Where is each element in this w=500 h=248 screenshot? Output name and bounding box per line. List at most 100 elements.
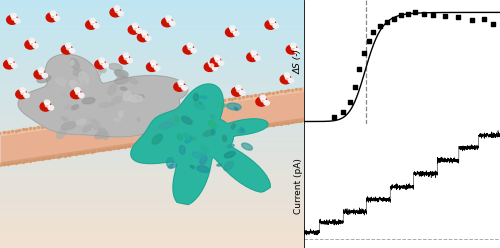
- Bar: [0, 13, 304, 14]
- Bar: [0, 35, 304, 36]
- Bar: [0, 198, 304, 199]
- Circle shape: [170, 21, 175, 26]
- Bar: [0, 154, 304, 155]
- Bar: [0, 201, 304, 202]
- Ellipse shape: [200, 155, 207, 164]
- Circle shape: [256, 97, 267, 106]
- Bar: [0, 175, 304, 176]
- Circle shape: [234, 31, 239, 36]
- Bar: [0, 49, 304, 50]
- Ellipse shape: [175, 117, 179, 122]
- Bar: [0, 53, 304, 54]
- Circle shape: [150, 61, 156, 65]
- Circle shape: [286, 45, 297, 54]
- Bar: [0, 106, 304, 107]
- Bar: [0, 220, 304, 221]
- Bar: [0, 52, 304, 53]
- Bar: [0, 4, 304, 5]
- Bar: [0, 233, 304, 234]
- Bar: [0, 89, 304, 90]
- Bar: [0, 73, 304, 74]
- Circle shape: [261, 98, 266, 102]
- Bar: [0, 135, 304, 136]
- Ellipse shape: [170, 157, 173, 161]
- Point: [356, 67, 364, 71]
- Circle shape: [216, 59, 220, 62]
- Bar: [0, 156, 304, 157]
- Circle shape: [280, 75, 291, 84]
- Bar: [0, 152, 304, 153]
- Bar: [0, 215, 304, 216]
- Bar: [0, 71, 304, 72]
- Bar: [0, 75, 304, 76]
- Ellipse shape: [62, 117, 68, 121]
- Point: [346, 100, 354, 104]
- Circle shape: [119, 55, 130, 64]
- Bar: [0, 60, 304, 61]
- Ellipse shape: [136, 95, 144, 98]
- Circle shape: [54, 16, 60, 21]
- Bar: [0, 39, 304, 40]
- Circle shape: [76, 91, 80, 94]
- Circle shape: [136, 29, 141, 33]
- Bar: [0, 65, 304, 66]
- Bar: [0, 222, 304, 223]
- Bar: [0, 114, 304, 115]
- Bar: [0, 213, 304, 214]
- Bar: [0, 116, 304, 117]
- Circle shape: [214, 56, 220, 60]
- Bar: [0, 28, 304, 29]
- Ellipse shape: [224, 152, 235, 158]
- Bar: [0, 79, 304, 80]
- Bar: [0, 92, 304, 93]
- Ellipse shape: [74, 68, 78, 75]
- Circle shape: [70, 49, 75, 53]
- Bar: [0, 2, 304, 3]
- Ellipse shape: [62, 122, 76, 130]
- Bar: [0, 97, 304, 98]
- Bar: [0, 101, 304, 102]
- Bar: [0, 232, 304, 233]
- Bar: [0, 87, 304, 88]
- Bar: [0, 63, 304, 64]
- Circle shape: [183, 45, 194, 54]
- Circle shape: [95, 60, 106, 69]
- Bar: [0, 182, 304, 183]
- Bar: [0, 120, 304, 121]
- Bar: [0, 30, 304, 31]
- Circle shape: [52, 14, 56, 18]
- Bar: [0, 6, 304, 7]
- Bar: [0, 10, 304, 11]
- Point: [369, 30, 377, 34]
- Circle shape: [44, 100, 50, 105]
- Bar: [0, 138, 304, 139]
- Circle shape: [288, 78, 294, 83]
- Bar: [0, 128, 304, 129]
- Bar: [0, 202, 304, 203]
- Ellipse shape: [37, 75, 51, 83]
- Circle shape: [187, 43, 192, 48]
- Ellipse shape: [128, 78, 138, 84]
- Ellipse shape: [169, 120, 177, 126]
- Ellipse shape: [168, 164, 176, 168]
- Circle shape: [146, 36, 151, 41]
- Bar: [0, 118, 304, 119]
- Bar: [0, 218, 304, 219]
- Bar: [0, 41, 304, 42]
- Bar: [0, 98, 304, 99]
- Circle shape: [66, 46, 71, 50]
- Circle shape: [252, 54, 256, 57]
- Bar: [0, 245, 304, 246]
- Ellipse shape: [211, 115, 214, 119]
- Ellipse shape: [76, 119, 86, 124]
- Ellipse shape: [190, 120, 194, 124]
- Bar: [0, 167, 304, 168]
- Ellipse shape: [114, 118, 121, 122]
- Bar: [0, 179, 304, 180]
- Bar: [0, 34, 304, 35]
- Bar: [0, 221, 304, 222]
- Ellipse shape: [118, 111, 123, 117]
- Bar: [0, 187, 304, 188]
- Bar: [0, 134, 304, 135]
- Ellipse shape: [240, 127, 244, 132]
